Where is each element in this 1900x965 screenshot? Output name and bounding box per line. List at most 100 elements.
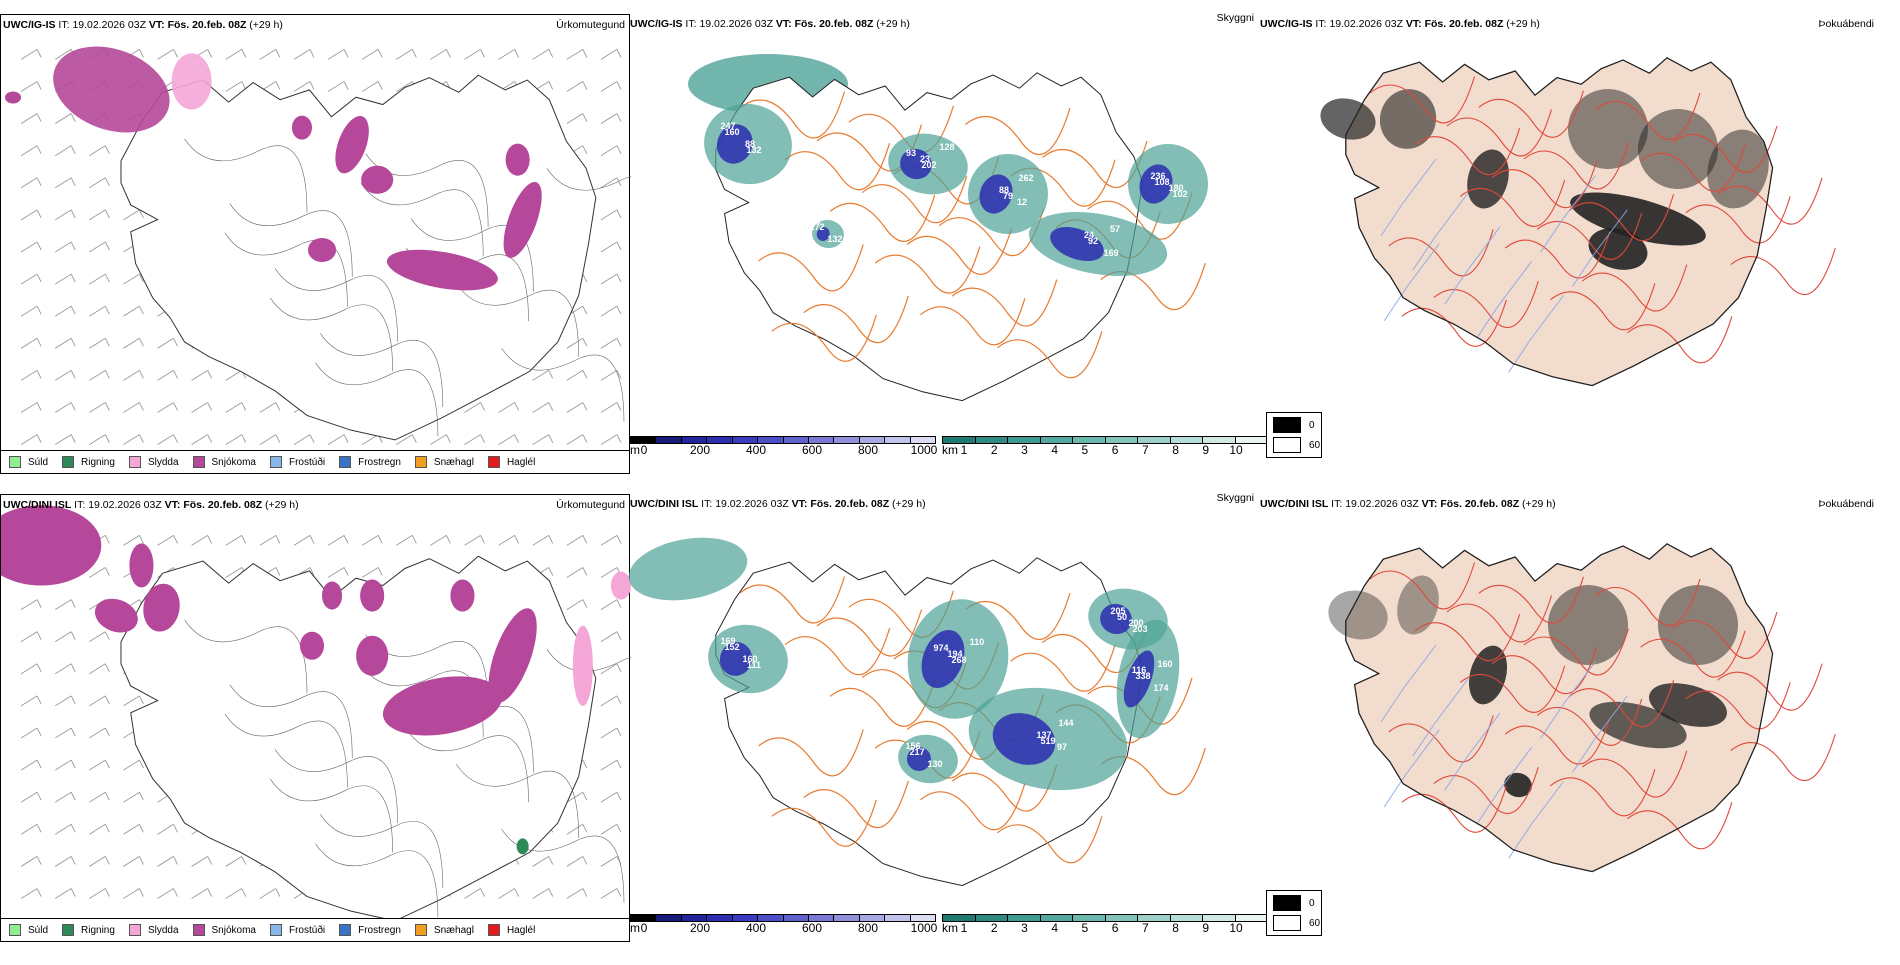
wind-barb bbox=[566, 81, 584, 92]
wind-barb bbox=[54, 663, 72, 675]
wind-barb bbox=[430, 434, 447, 446]
wind-barb bbox=[191, 369, 208, 381]
wind-barb bbox=[566, 856, 584, 867]
fog-legend-bottom: 0 60 bbox=[1266, 890, 1322, 936]
wind-barb bbox=[600, 888, 618, 899]
ptype-legend-item: Snæhagl bbox=[414, 456, 474, 468]
colorbar-tick-label: 3 bbox=[1021, 443, 1028, 457]
wind-barb bbox=[327, 434, 345, 446]
colorbar-swatch bbox=[885, 915, 911, 921]
snow-depth-label: 132 bbox=[746, 145, 761, 155]
snow-depth-label: 110 bbox=[970, 637, 985, 647]
skyggni-map-top: 247 23 12 24 180 104 88 128 88 169 236 132 160 202 262… bbox=[688, 54, 1208, 402]
wind-barb bbox=[89, 305, 106, 317]
wind-barb bbox=[54, 241, 72, 253]
colorbar-tick-label: 9 bbox=[1202, 443, 1210, 457]
ptype-name-top: Úrkomutegund bbox=[556, 19, 625, 31]
field-blob bbox=[907, 747, 931, 771]
wind-barb bbox=[89, 402, 106, 413]
ptype-legend-label: Frostúði bbox=[288, 924, 326, 936]
snow-depth-label: 57 bbox=[1110, 224, 1120, 234]
snow-depth-label: 200 bbox=[1128, 618, 1143, 628]
wind-barb bbox=[123, 534, 140, 546]
wind-barb bbox=[600, 369, 618, 381]
ptype-legend-label: Snjókoma bbox=[211, 924, 256, 936]
field-blob bbox=[1588, 228, 1648, 270]
skyggni-name-top: Skyggni bbox=[1216, 12, 1254, 24]
skyggni-title-bottom: UWC/DINI ISL IT: 19.02.2026 03Z VT: Fös.… bbox=[630, 498, 926, 510]
field-blob bbox=[360, 579, 385, 612]
wind-barb bbox=[532, 888, 549, 899]
wind-barb bbox=[20, 273, 38, 285]
ptype-legend-label: Snæhagl bbox=[433, 456, 474, 468]
wind-barb bbox=[532, 369, 549, 381]
colorbar-swatch bbox=[910, 437, 936, 443]
wind-barb bbox=[600, 113, 618, 124]
wind-barb bbox=[54, 727, 72, 739]
wind-barb bbox=[498, 402, 515, 413]
iceland-outline bbox=[120, 74, 597, 441]
ptype-legend-item: Rigning bbox=[62, 456, 115, 468]
wind-barb bbox=[20, 113, 38, 124]
wind-barb bbox=[566, 823, 584, 835]
ptype-panel-bottom: UWC/DINI ISL IT: 19.02.2026 03Z VT: Fös.… bbox=[0, 494, 631, 942]
colorbar-tick-label: 600 bbox=[801, 443, 823, 457]
ptype-map-bottom bbox=[1, 505, 631, 932]
snow-depth-label: 180 bbox=[1168, 183, 1183, 193]
wind-barb bbox=[498, 48, 515, 60]
wind-barb bbox=[54, 599, 72, 611]
ptype-legend-swatch bbox=[192, 924, 205, 936]
wind-barb bbox=[225, 81, 243, 92]
field-blob bbox=[322, 581, 343, 610]
snow-depth-label: 974 bbox=[933, 643, 948, 653]
wind-barb bbox=[20, 177, 38, 189]
wind-barb bbox=[123, 305, 140, 317]
wind-barb bbox=[498, 434, 515, 446]
snow-depth-label: 160 bbox=[742, 654, 757, 664]
snow-depth-label: 268 bbox=[951, 655, 966, 665]
fog-legend-swatch bbox=[1273, 417, 1301, 433]
wind-barb bbox=[89, 856, 106, 867]
wind-barb bbox=[123, 791, 140, 803]
wind-barb bbox=[20, 369, 38, 381]
field-blob bbox=[505, 143, 530, 176]
snow-depth-label: 169 bbox=[1103, 248, 1118, 258]
wind-barb bbox=[157, 888, 174, 899]
ptype-legend-label: Súld bbox=[28, 924, 49, 936]
wind-barb bbox=[327, 534, 345, 546]
ptype-legend-item: Snæhagl bbox=[414, 924, 474, 936]
ptype-legend-label: Rigning bbox=[81, 456, 115, 468]
wind-barb bbox=[464, 888, 481, 899]
wind-barb bbox=[259, 534, 277, 546]
snow-depth-label: 108 bbox=[1154, 177, 1169, 187]
colorbar-swatch bbox=[656, 915, 682, 921]
colorbar-swatch bbox=[1008, 437, 1041, 443]
fog-legend-item: 60 bbox=[1273, 915, 1320, 931]
field-blob bbox=[979, 174, 1013, 214]
colorbar-swatch bbox=[707, 437, 733, 443]
wind-barb bbox=[361, 81, 379, 92]
colorbar-swatch bbox=[834, 915, 860, 921]
field-blob bbox=[1139, 164, 1173, 204]
colorbar-swatch bbox=[1170, 437, 1203, 443]
wind-barb bbox=[20, 727, 38, 739]
colorbar-tick-label: 2 bbox=[990, 921, 998, 935]
colorbar-swatch bbox=[681, 915, 708, 921]
vis-colorbar-bottom: km 1 2 3 4 5 6 7 8 9 10 bbox=[942, 914, 1268, 938]
field-blob bbox=[628, 537, 748, 601]
field-blob bbox=[171, 53, 212, 110]
thoku-map-bottom bbox=[1328, 543, 1836, 873]
snow-depth-label: 50 bbox=[1117, 612, 1127, 622]
road-network bbox=[739, 91, 1206, 379]
wind-barb bbox=[54, 695, 72, 707]
colorbar-tick-label: 9 bbox=[1202, 921, 1210, 935]
snow-depth-label: 152 bbox=[724, 642, 739, 652]
colorbar-tick-label: 0 bbox=[640, 921, 648, 935]
field-blob bbox=[719, 642, 753, 676]
colorbar-tick-label: 400 bbox=[745, 921, 767, 935]
wind-barb bbox=[566, 567, 584, 578]
snow-depth-label: 130 bbox=[927, 759, 942, 769]
wind-barb bbox=[89, 567, 106, 578]
wind-barb bbox=[293, 81, 311, 92]
ptype-legend-item: Haglél bbox=[487, 924, 535, 936]
